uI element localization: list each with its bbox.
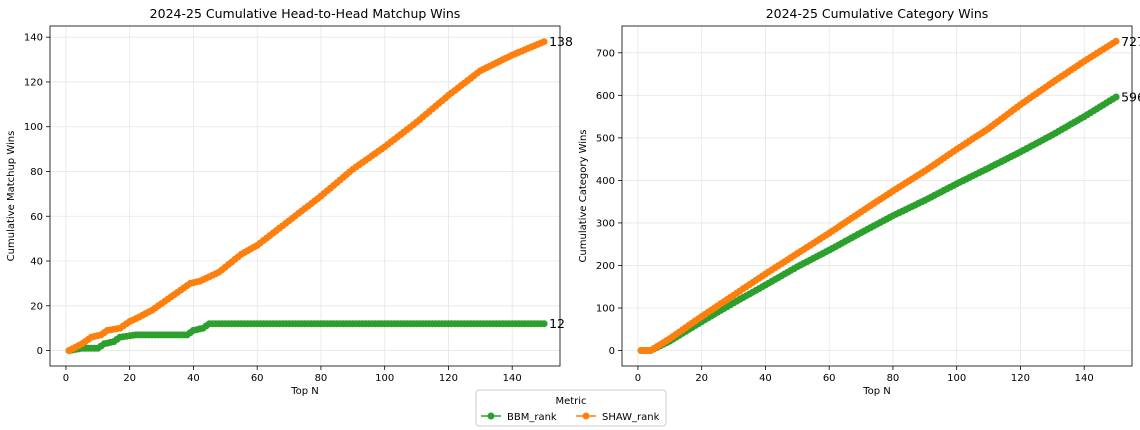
x-tick-label: 60 — [823, 373, 836, 384]
plot-area — [50, 26, 560, 366]
y-axis-label: Cumulative Matchup Wins — [6, 131, 17, 262]
y-tick-label: 60 — [30, 212, 43, 223]
x-tick-label: 0 — [63, 373, 69, 384]
series-SHAW_rank: 727 — [637, 34, 1140, 354]
y-tick-label: 140 — [24, 33, 43, 44]
legend: Metric BBM_rank SHAW_rank — [475, 389, 667, 427]
series-layer: 596 727 — [637, 34, 1140, 354]
series-SHAW_rank: 138 — [65, 34, 573, 355]
chart-title: 2024-25 Cumulative Head-to-Head Matchup … — [150, 6, 461, 21]
y-axis-label: Cumulative Category Wins — [578, 129, 589, 262]
legend-title: Metric — [555, 396, 586, 407]
chart-title: 2024-25 Cumulative Category Wins — [766, 6, 989, 21]
x-tick-label: 140 — [503, 373, 522, 384]
data-point — [540, 38, 548, 46]
plot-border — [621, 25, 1133, 367]
x-tick-label: 20 — [695, 373, 708, 384]
chart-matchup-wins: 12 138 0 20 40 60 80 100 120 140 0 20 40 60 80 100 120 1… — [6, 6, 573, 397]
x-tick-label: 60 — [251, 373, 264, 384]
y-tick-label: 400 — [596, 176, 615, 187]
end-value-label: 138 — [549, 34, 573, 49]
legend-entry-shaw: SHAW_rank — [576, 412, 660, 423]
y-tick-label: 700 — [596, 48, 615, 59]
y-tick-label: 100 — [596, 303, 615, 314]
x-tick-label: 120 — [439, 373, 458, 384]
y-tick-label: 600 — [596, 91, 615, 102]
x-tick-label: 100 — [375, 373, 394, 384]
y-tick-label: 100 — [24, 122, 43, 133]
x-tick-label: 40 — [187, 373, 200, 384]
legend-entry-bbm: BBM_rank — [481, 412, 557, 423]
x-tick-label: 80 — [887, 373, 900, 384]
x-tick-label: 120 — [1011, 373, 1030, 384]
chart-category-wins: 596 727 0 20 40 60 80 100 120 140 0 100 200 300 400 50… — [578, 6, 1140, 397]
x-axis-label: Top N — [290, 386, 319, 397]
end-value-label: 727 — [1121, 34, 1140, 49]
legend-box — [475, 389, 667, 427]
y-tick-label: 300 — [596, 218, 615, 229]
y-tick-label: 0 — [37, 346, 43, 357]
y-tick-label: 200 — [596, 261, 615, 272]
x-axis-label: Top N — [862, 386, 891, 397]
y-tick-label: 20 — [30, 301, 43, 312]
x-tick-label: 140 — [1075, 373, 1094, 384]
series-layer: 12 138 — [65, 34, 573, 355]
data-point — [1112, 93, 1120, 101]
data-point — [1112, 37, 1120, 45]
plot-border — [49, 25, 561, 367]
y-tick-label: 80 — [30, 167, 43, 178]
legend-marker-shaw — [582, 412, 590, 420]
tick-layer: 0 20 40 60 80 100 120 140 0 100 200 300 400 500 600 700 — [596, 48, 1094, 384]
legend-label-shaw: SHAW_rank — [602, 412, 660, 423]
y-tick-label: 40 — [30, 257, 43, 268]
legend-label-bbm: BBM_rank — [507, 412, 557, 423]
data-point — [540, 320, 548, 328]
end-value-label: 12 — [549, 316, 565, 331]
y-tick-label: 120 — [24, 77, 43, 88]
series-BBM_rank: 596 — [637, 90, 1140, 354]
tick-layer: 0 20 40 60 80 100 120 140 0 20 40 60 80 100 120 140 — [24, 33, 522, 384]
x-tick-label: 40 — [759, 373, 772, 384]
x-tick-label: 80 — [315, 373, 328, 384]
x-tick-label: 100 — [947, 373, 966, 384]
y-tick-label: 500 — [596, 133, 615, 144]
x-tick-label: 0 — [635, 373, 641, 384]
x-tick-label: 20 — [123, 373, 136, 384]
end-value-label: 596 — [1121, 90, 1140, 105]
legend-marker-bbm — [487, 412, 495, 420]
y-tick-label: 0 — [609, 346, 615, 357]
